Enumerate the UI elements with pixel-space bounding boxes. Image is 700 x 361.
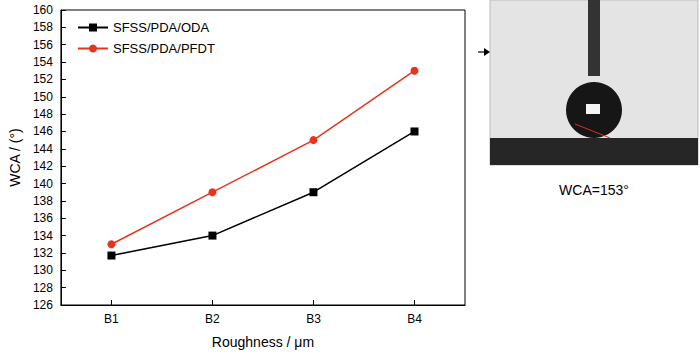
svg-text:158: 158 [33,20,53,34]
svg-text:152: 152 [33,72,53,86]
svg-text:136: 136 [33,211,53,225]
svg-text:126: 126 [33,298,53,312]
svg-text:140: 140 [33,177,53,191]
svg-text:B2: B2 [205,312,220,326]
svg-text:142: 142 [33,159,53,173]
svg-text:148: 148 [33,107,53,121]
svg-text:134: 134 [33,229,53,243]
svg-text:144: 144 [33,142,53,156]
svg-text:150: 150 [33,90,53,104]
svg-text:WCA=153°: WCA=153° [559,182,629,198]
svg-text:132: 132 [33,246,53,260]
svg-text:WCA / (°): WCA / (°) [7,128,23,186]
svg-text:SFSS/PDA/ODA: SFSS/PDA/ODA [113,20,209,35]
svg-text:B3: B3 [306,312,321,326]
svg-text:B4: B4 [407,312,422,326]
svg-text:138: 138 [33,194,53,208]
svg-text:B1: B1 [104,312,119,326]
svg-text:154: 154 [33,55,53,69]
svg-text:160: 160 [33,3,53,17]
svg-text:Roughness / μm: Roughness / μm [212,334,314,350]
svg-text:146: 146 [33,124,53,138]
svg-text:156: 156 [33,38,53,52]
svg-text:SFSS/PDA/PFDT: SFSS/PDA/PFDT [113,41,215,56]
svg-text:128: 128 [33,281,53,295]
svg-text:130: 130 [33,263,53,277]
